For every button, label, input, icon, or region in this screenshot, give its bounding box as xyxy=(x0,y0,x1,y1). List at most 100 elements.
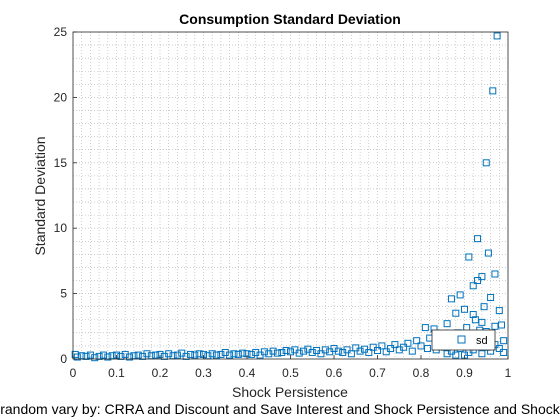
data-point xyxy=(408,347,416,355)
data-point xyxy=(387,345,395,353)
data-point xyxy=(143,350,151,358)
data-point xyxy=(226,351,234,359)
data-point xyxy=(126,353,134,361)
y-tick-label: 10 xyxy=(54,221,68,235)
data-point xyxy=(478,273,486,281)
legend: sd xyxy=(431,329,496,351)
data-point xyxy=(208,350,216,358)
plot-background xyxy=(73,32,508,359)
y-tick-label: 5 xyxy=(60,287,67,301)
data-point xyxy=(456,291,464,299)
data-point xyxy=(495,307,503,315)
data-point xyxy=(165,350,173,358)
data-point xyxy=(424,345,432,353)
legend-label: sd xyxy=(476,335,488,347)
data-point xyxy=(493,32,501,40)
data-point xyxy=(99,351,107,359)
data-point xyxy=(230,350,238,358)
x-tick-label: 0.9 xyxy=(456,366,473,380)
x-tick-label: 0.8 xyxy=(413,366,430,380)
data-point xyxy=(487,294,495,302)
data-point xyxy=(278,348,286,356)
data-point xyxy=(234,350,242,358)
data-point xyxy=(461,305,468,313)
data-point xyxy=(378,342,386,350)
x-axis-label: Shock Persistence xyxy=(232,384,348,400)
data-point xyxy=(491,322,499,330)
y-tick-label: 25 xyxy=(54,25,68,39)
data-point xyxy=(308,348,316,356)
x-tick-label: 1 xyxy=(505,366,512,380)
data-point xyxy=(500,337,508,345)
data-point xyxy=(186,350,194,358)
data-point xyxy=(391,341,399,349)
data-point xyxy=(217,350,225,358)
y-tick-label: 20 xyxy=(54,90,68,104)
data-point xyxy=(374,346,381,354)
y-ticks: 0 5 10 15 20 25 xyxy=(54,25,77,366)
data-point xyxy=(474,277,482,285)
data-point xyxy=(134,351,142,359)
data-point xyxy=(484,249,492,257)
x-tick-label: 0.4 xyxy=(239,366,256,380)
caption: random vary by: CRRA and Discount and Sa… xyxy=(0,401,560,417)
x-tick-label: 0.6 xyxy=(326,366,343,380)
data-point xyxy=(104,353,112,361)
data-point xyxy=(195,350,203,358)
x-tick-label: 0.2 xyxy=(152,366,169,380)
chart-title: Consumption Standard Deviation xyxy=(179,11,401,27)
data-point xyxy=(491,270,499,278)
data-point xyxy=(413,337,421,345)
x-tick-label: 0 xyxy=(70,366,77,380)
data-point xyxy=(489,87,497,95)
x-tick-label: 0.3 xyxy=(195,366,212,380)
data-point xyxy=(474,235,482,243)
data-point xyxy=(452,351,460,359)
x-tick-label: 0.1 xyxy=(108,366,125,380)
data-point xyxy=(417,342,425,350)
data-point xyxy=(273,349,281,357)
data-point xyxy=(191,351,199,359)
y-axis-label: Standard Deviation xyxy=(32,136,48,255)
data-point xyxy=(447,295,455,303)
data-point xyxy=(495,345,503,353)
data-point xyxy=(73,353,81,361)
data-point xyxy=(497,321,505,329)
data-point xyxy=(282,346,290,354)
legend-box xyxy=(431,329,496,351)
data-point xyxy=(480,303,488,311)
data-point xyxy=(213,351,221,359)
data-point xyxy=(469,282,477,290)
data-point xyxy=(239,349,247,357)
y-tick-label: 0 xyxy=(60,352,67,366)
data-point xyxy=(365,348,373,356)
minor-grid xyxy=(73,32,508,359)
data-point xyxy=(465,253,473,261)
x-tick-label: 0.7 xyxy=(369,366,386,380)
data-point xyxy=(478,350,486,358)
data-point xyxy=(247,350,255,358)
data-point xyxy=(347,350,355,358)
data-point xyxy=(317,350,325,358)
data-point xyxy=(295,349,303,357)
data-point xyxy=(91,354,99,362)
data-point xyxy=(269,347,277,355)
data-point xyxy=(356,347,364,355)
data-point xyxy=(443,320,451,328)
x-ticks: 0 0.1 0.2 0.3 0.4 0.5 0.6 0.7 0.8 0.9 1 xyxy=(70,355,512,380)
data-point xyxy=(482,159,490,167)
data-point xyxy=(404,339,412,347)
data-point xyxy=(478,318,486,326)
data-point xyxy=(469,311,477,319)
data-point xyxy=(173,351,181,359)
data-point xyxy=(260,348,268,356)
data-point xyxy=(321,346,329,354)
y-tick-label: 15 xyxy=(54,156,68,170)
data-point xyxy=(300,347,308,355)
data-point xyxy=(152,351,160,359)
data-point xyxy=(500,348,508,356)
data-point xyxy=(400,343,408,351)
x-tick-label: 0.5 xyxy=(282,366,299,380)
data-point xyxy=(343,346,351,354)
